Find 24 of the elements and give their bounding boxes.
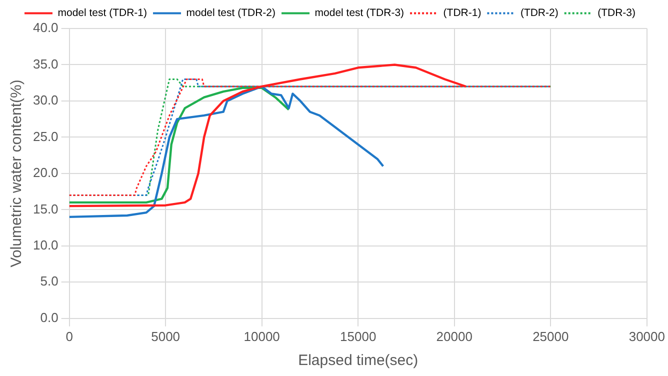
legend-label: model test (TDR-1): [58, 7, 148, 20]
legend-label: model test (TDR-2): [186, 7, 276, 20]
legend-label: model test (TDR-3): [314, 7, 404, 20]
legend-label: (TDR-2): [520, 7, 558, 20]
y-tick-label: 35.0: [32, 56, 58, 72]
x-tick-label: 25000: [532, 328, 569, 344]
legend-label: (TDR-1): [443, 7, 482, 20]
y-tick-label: 10.0: [32, 238, 58, 253]
x-tick-label: 15000: [340, 328, 376, 344]
legend-label: (TDR-3): [598, 7, 636, 20]
y-tick-label: 40.0: [32, 20, 58, 36]
x-tick-label: 10000: [244, 328, 280, 344]
x-tick-label: 30000: [628, 328, 666, 344]
y-tick-label: 0.0: [40, 310, 58, 325]
y-tick-label: 15.0: [32, 201, 58, 216]
y-axis-title: Volumetric water content(%): [8, 80, 26, 268]
y-tick-label: 25.0: [32, 128, 58, 144]
y-tick-label: 20.0: [32, 165, 58, 180]
x-tick-label: 5000: [151, 328, 180, 344]
x-tick-label: 0: [66, 328, 73, 344]
y-tick-label: 30.0: [32, 92, 58, 108]
y-tick-label: 5.0: [40, 274, 58, 289]
x-tick-label: 20000: [436, 328, 472, 344]
x-axis-title: Elapsed time(sec): [298, 352, 418, 370]
